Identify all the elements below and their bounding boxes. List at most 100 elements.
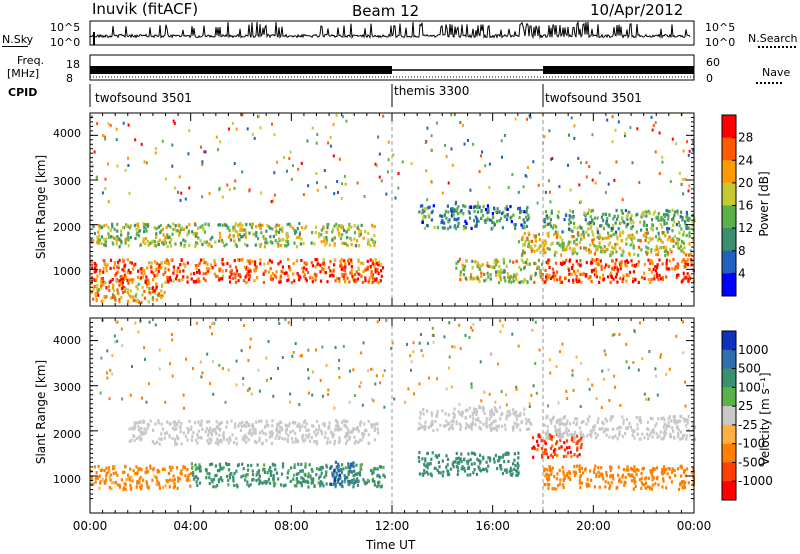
power-scatter-cell [273, 193, 276, 197]
velocity-echo-cell [310, 477, 313, 481]
velocity-scatter-cell [618, 332, 621, 336]
power-echo-cell [643, 276, 646, 281]
velocity-echo-cell [128, 476, 131, 480]
velocity-echo-cell [424, 464, 427, 468]
velocity-echo-cell [319, 474, 322, 478]
velocity-echo-cell [657, 483, 660, 487]
velocity-scatter-cell [221, 367, 224, 371]
power-echo-cell [529, 244, 532, 248]
power-echo-cell [563, 261, 566, 265]
power-echo-cell [643, 262, 646, 266]
velocity-echo-cell [622, 419, 625, 423]
velocity-echo-cell [208, 472, 211, 476]
velocity-echo-cell [665, 427, 668, 431]
power-echo-cell [524, 261, 527, 265]
velocity-scatter-cell [147, 382, 150, 386]
power-echo-cell [325, 238, 328, 242]
power-echo-cell [534, 244, 537, 248]
velocity-scatter-cell [613, 333, 616, 336]
power-echo-cell [602, 227, 605, 231]
velocity-echo-cell [173, 423, 176, 427]
power-echo-cell [96, 238, 99, 242]
station-title: Inuvik (fitACF) [92, 0, 199, 18]
power-echo-cell [514, 223, 517, 227]
velocity-echo-cell [271, 424, 274, 428]
velocity-echo-cell [580, 466, 583, 471]
power-scatter-cell [551, 157, 554, 160]
power-echo-cell [104, 243, 107, 248]
power-echo-cell [553, 278, 556, 282]
power-echo-cell [238, 273, 241, 277]
power-echo-cell [98, 238, 101, 242]
velocity-echo-cell [573, 430, 577, 434]
velocity-scatter-cell [426, 341, 429, 345]
power-echo-cell [440, 221, 443, 225]
power-echo-cell [168, 241, 172, 245]
power-echo-cell [607, 231, 610, 235]
power-scatter-cell [101, 191, 104, 195]
power-echo-cell [586, 221, 589, 226]
velocity-scatter-cell [348, 400, 351, 404]
power-scatter-cell [472, 142, 475, 146]
velocity-echo-cell [659, 430, 662, 434]
velocity-echo-cell [153, 442, 156, 446]
power-echo-cell [682, 271, 685, 275]
power-echo-cell [456, 207, 459, 211]
velocity-echo-cell [456, 472, 459, 476]
velocity-echo-cell [662, 431, 665, 435]
velocity-scatter-cell [530, 393, 533, 397]
power-echo-cell [530, 239, 533, 243]
power-echo-cell [642, 234, 645, 238]
power-echo-cell [486, 271, 489, 275]
velocity-scatter-cell [611, 333, 614, 337]
power-echo-cell [573, 221, 576, 225]
velocity-echo-cell [340, 427, 343, 431]
velocity-echo-cell [333, 477, 336, 481]
velocity-echo-cell [573, 453, 576, 457]
power-scatter-cell [692, 148, 695, 152]
power-echo-cell [327, 266, 331, 270]
power-echo-cell [689, 227, 692, 231]
velocity-echo-cell [258, 439, 261, 443]
power-echo-cell [292, 262, 295, 266]
velocity-echo-cell [251, 469, 254, 473]
velocity-scatter-cell [422, 354, 425, 358]
velocity-echo-cell [566, 474, 569, 478]
power-echo-cell [121, 274, 124, 279]
velocity-echo-cell [204, 430, 207, 434]
power-scatter-cell [115, 127, 118, 131]
power-echo-cell [93, 284, 96, 288]
power-echo-cell [477, 277, 480, 281]
power-echo-cell [640, 275, 644, 280]
velocity-echo-cell [216, 437, 219, 441]
power-scatter-cell [536, 201, 539, 205]
power-echo-cell [439, 214, 442, 218]
power-echo-cell [547, 234, 550, 238]
nave-tick-bottom: 0 [706, 72, 713, 85]
nsearch-tick-bottom: 10^0 [705, 36, 736, 49]
velocity-echo-cell [317, 481, 320, 485]
velocity-echo-cell [343, 474, 346, 478]
velocity-echo-cell [245, 436, 248, 440]
power-echo-cell [364, 268, 367, 272]
power-echo-cell [244, 231, 248, 235]
velocity-echo-cell [286, 476, 289, 480]
velocity-echo-cell [594, 464, 597, 468]
velocity-echo-cell [151, 478, 154, 482]
power-echo-cell [231, 276, 234, 280]
power-echo-cell [491, 215, 495, 219]
velocity-echo-cell [630, 479, 633, 483]
power-echo-cell [647, 241, 650, 245]
velocity-echo-cell [477, 418, 480, 422]
velocity-echo-cell [196, 433, 199, 437]
power-echo-cell [92, 224, 95, 229]
velocity-echo-cell [680, 474, 683, 478]
power-echo-cell [621, 211, 624, 215]
power-echo-cell [683, 274, 686, 278]
velocity-echo-cell [673, 469, 676, 473]
power-scatter-cell [548, 190, 551, 194]
velocity-echo-cell [572, 439, 575, 443]
velocity-echo-cell [631, 474, 634, 478]
power-echo-cell [153, 274, 156, 278]
velocity-echo-cell [205, 476, 208, 480]
